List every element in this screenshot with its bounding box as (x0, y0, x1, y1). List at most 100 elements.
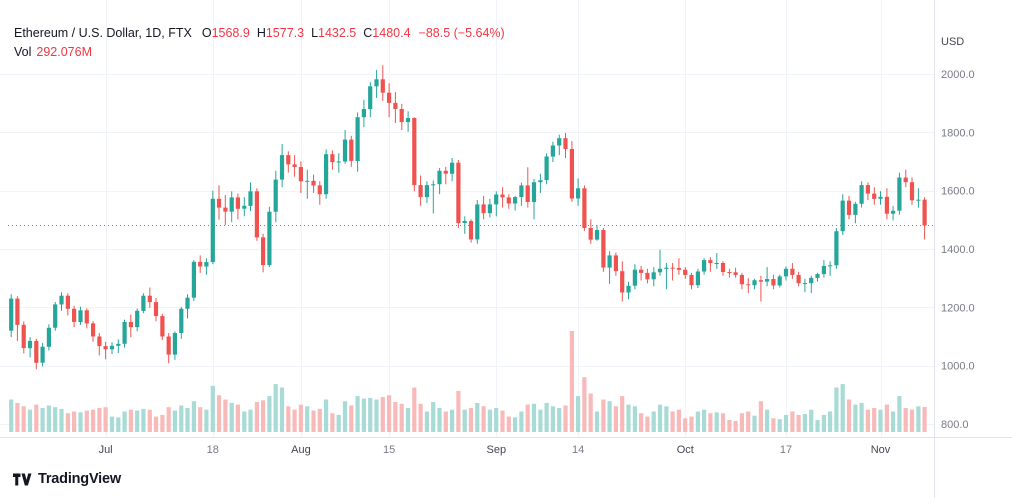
candle-body (702, 260, 707, 272)
volume-bar (97, 408, 102, 432)
candle-body (506, 197, 511, 204)
candle-body (109, 345, 115, 350)
volume-bar (487, 409, 492, 432)
candle-body (676, 268, 681, 270)
candle-body (538, 180, 543, 183)
candle-body (72, 308, 77, 322)
candle-body (9, 298, 14, 331)
candle-body (727, 272, 732, 273)
volume-bar (727, 420, 732, 432)
volume-bar (576, 396, 581, 432)
candle-body (651, 272, 656, 280)
candle-body (166, 336, 171, 355)
symbol-title[interactable]: Ethereum / U.S. Dollar, 1D, FTX (14, 26, 192, 40)
candle-body (834, 231, 839, 266)
volume-bar (462, 409, 467, 432)
candle-body (468, 221, 474, 240)
price-axis-currency: USD (941, 36, 964, 48)
price-tick-label: 1600.0 (941, 186, 975, 198)
volume-bar (53, 407, 58, 432)
candle-body (525, 185, 530, 202)
candle-body (821, 265, 826, 275)
candle-body (336, 161, 341, 163)
volume-bar (909, 409, 915, 432)
ohlc-low: L1432.5 (311, 24, 356, 43)
candle-body (657, 268, 663, 273)
candle-body (342, 139, 348, 162)
candle-body (916, 199, 921, 201)
candle-body (103, 346, 108, 350)
volume-bar (815, 420, 820, 432)
time-tick-label: Nov (871, 444, 891, 456)
candle-body (418, 185, 423, 198)
candle-body (273, 179, 278, 212)
symbol-legend: Ethereum / U.S. Dollar, 1D, FTX O1568.9 … (14, 24, 505, 62)
candle-body (683, 269, 688, 275)
volume-bar (695, 411, 700, 432)
volume-bar (204, 409, 209, 432)
volume-bar (305, 406, 310, 432)
candle-body (481, 204, 486, 214)
candle-body (393, 102, 398, 109)
volume-bar (324, 399, 329, 432)
candle-body (872, 193, 877, 199)
candle-body (796, 275, 801, 284)
volume-bar (361, 398, 366, 432)
volume-bar (588, 393, 593, 432)
candle-body (607, 255, 612, 268)
candle-body (450, 162, 455, 174)
volume-bar (821, 414, 826, 432)
price-axis[interactable] (935, 0, 1012, 437)
volume-bar (254, 402, 259, 432)
candle-body (670, 267, 675, 269)
volume-bar (607, 401, 612, 432)
candle-body (424, 185, 429, 198)
candle-body (859, 185, 864, 204)
volume-bar (853, 404, 858, 432)
volume-bar (34, 404, 39, 432)
candle-body (557, 138, 562, 146)
volume-bar (431, 402, 436, 432)
volume-bar (399, 403, 404, 432)
candle-body (897, 177, 902, 211)
volume-bar (84, 410, 89, 432)
candle-body (443, 170, 448, 174)
tradingview-logo[interactable]: TradingView (13, 471, 121, 487)
candle-body (387, 92, 392, 103)
ohlc-high-value: 1577.3 (265, 26, 305, 40)
volume-bar (368, 397, 373, 432)
volume-bar (317, 408, 322, 432)
volume-bar (342, 401, 348, 432)
candle-body (254, 191, 259, 238)
volume-bar (550, 406, 555, 432)
candle-body (160, 316, 165, 337)
volume-label[interactable]: Vol (14, 45, 32, 59)
volume-value: 292.076M (36, 45, 92, 59)
candle-body (695, 271, 700, 286)
volume-bar (330, 413, 335, 432)
candle-body (765, 279, 770, 282)
volume-bar (783, 414, 789, 432)
volume-bar (374, 399, 379, 432)
candle-body (809, 277, 814, 284)
candle-body (519, 185, 524, 198)
time-axis[interactable] (0, 438, 1012, 462)
volume-bar (286, 406, 291, 432)
candle-body (588, 228, 593, 240)
candle-body (487, 204, 492, 214)
candle-body (153, 302, 159, 317)
candle-body (65, 295, 70, 309)
volume-bar (733, 420, 738, 432)
volume-bar (802, 414, 807, 432)
candle-body (878, 196, 883, 199)
candle-body (689, 275, 694, 286)
ohlc-open: O1568.9 (202, 24, 250, 43)
time-tick-label: 18 (207, 444, 219, 456)
volume-bar (103, 407, 108, 432)
candle-body (27, 340, 33, 349)
candle-body (758, 280, 763, 282)
volume-bar (872, 408, 877, 432)
candle-body (179, 308, 184, 333)
candle-body (229, 197, 234, 212)
